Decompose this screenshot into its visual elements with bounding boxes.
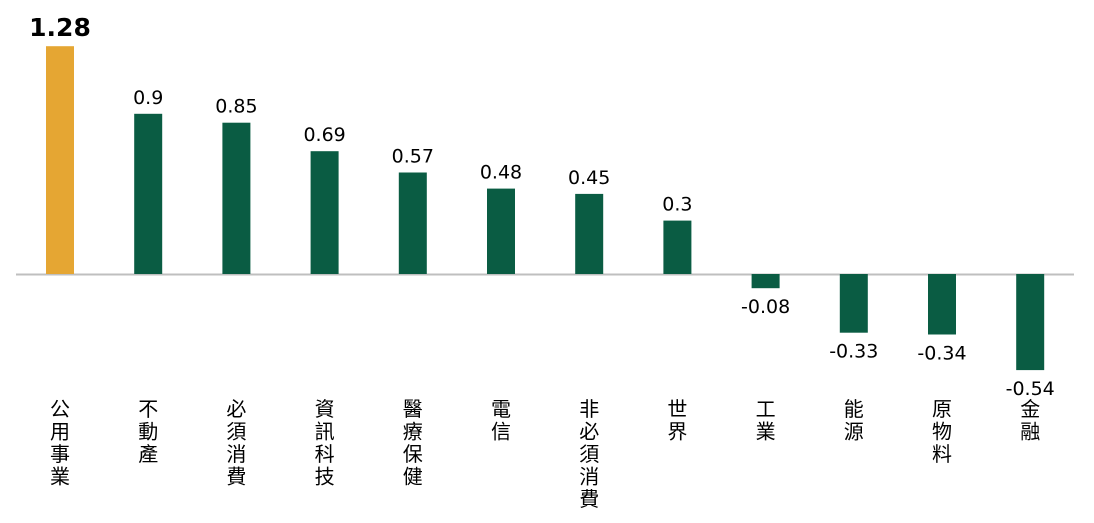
value-label-10: -0.34: [917, 343, 966, 365]
bar-1: [134, 113, 163, 274]
bar-11: [1016, 274, 1045, 371]
category-label-5: 電信: [491, 397, 511, 444]
bar-8: [751, 274, 780, 289]
category-label-11: 金融: [1020, 397, 1040, 444]
category-label-1: 不動產: [138, 397, 158, 466]
value-label-11: -0.54: [1006, 378, 1055, 400]
category-label-4: 醫療保健: [403, 397, 423, 489]
value-label-0: 1.28: [29, 13, 91, 42]
bar-10: [928, 274, 956, 335]
category-label-10: 原物料: [932, 397, 952, 466]
bar-2: [222, 122, 251, 274]
bar-3: [310, 151, 339, 274]
value-label-9: -0.33: [829, 341, 878, 363]
category-label-2: 必須消費: [226, 397, 246, 489]
value-label-7: 0.3: [662, 194, 692, 216]
bar-5: [487, 188, 515, 274]
bar-0: [46, 46, 74, 275]
value-label-2: 0.85: [215, 96, 257, 118]
value-label-3: 0.69: [303, 124, 345, 146]
bar-9: [839, 274, 868, 333]
bar-7: [663, 220, 692, 274]
bar-6: [575, 193, 604, 274]
value-label-1: 0.9: [133, 87, 163, 109]
category-label-8: 工業: [756, 397, 776, 444]
bar-4: [398, 172, 427, 274]
value-label-4: 0.57: [392, 146, 434, 168]
category-label-6: 非必須消費: [579, 397, 599, 511]
category-label-7: 世界: [667, 397, 687, 444]
category-label-3: 資訊科技: [315, 397, 335, 489]
category-label-9: 能源: [844, 397, 864, 444]
value-label-6: 0.45: [568, 167, 610, 189]
category-label-0: 公用事業: [50, 397, 70, 489]
value-label-8: -0.08: [741, 296, 790, 318]
value-label-5: 0.48: [480, 162, 522, 184]
